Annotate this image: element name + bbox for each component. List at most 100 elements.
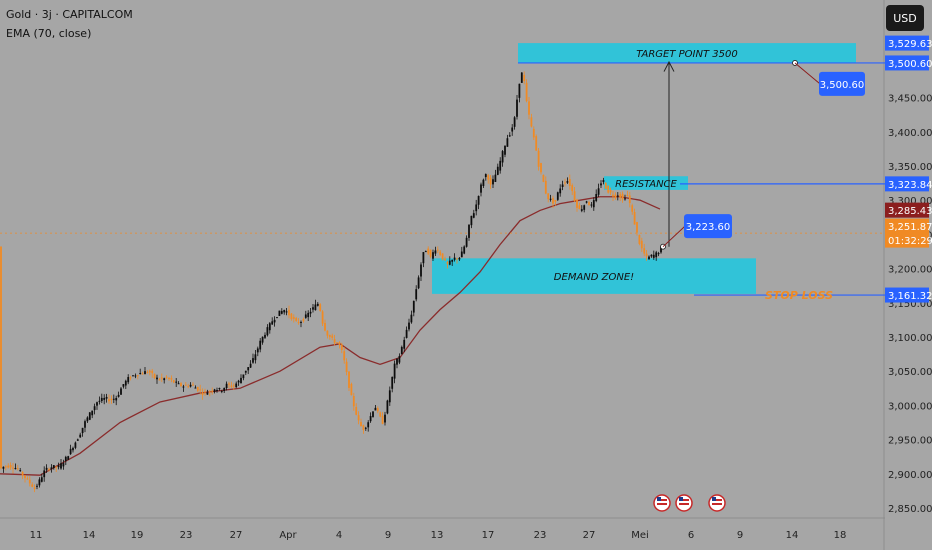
candle-body xyxy=(100,397,103,402)
stop-loss-label: STOP LOSS xyxy=(765,289,833,302)
us-event-flag-icon[interactable] xyxy=(653,494,671,512)
candle xyxy=(153,373,156,380)
candle-body xyxy=(571,185,574,192)
candle-body xyxy=(69,448,72,455)
candle-body xyxy=(429,249,432,257)
candle-body xyxy=(374,407,377,411)
indicator-label[interactable]: EMA (70, close) xyxy=(6,27,92,40)
candle xyxy=(160,373,163,383)
candle-body xyxy=(600,183,602,186)
candle-body xyxy=(621,193,624,200)
candle-body xyxy=(393,363,396,379)
candle-body xyxy=(652,254,655,258)
candle xyxy=(657,251,660,257)
candle-body xyxy=(122,384,125,387)
candle xyxy=(312,303,314,313)
candle-body xyxy=(532,128,535,138)
candle xyxy=(628,191,631,208)
candle-body xyxy=(657,253,660,255)
candle-body xyxy=(446,262,449,264)
candle xyxy=(645,250,648,261)
candle xyxy=(266,324,269,337)
candle-body xyxy=(276,317,278,319)
candle xyxy=(508,132,511,137)
candle xyxy=(228,381,230,389)
candle xyxy=(276,317,278,319)
candle xyxy=(638,234,641,246)
candle-body xyxy=(410,314,413,323)
candle-body xyxy=(2,466,5,469)
candle xyxy=(120,386,122,395)
candle-body xyxy=(326,330,329,336)
price-tick-label: 3,400.00 xyxy=(888,128,932,139)
time-tick-label: 9 xyxy=(737,530,743,541)
symbol-title[interactable]: Gold · 3j · CAPITALCOM xyxy=(6,8,133,21)
candle xyxy=(352,392,355,411)
currency-button[interactable]: USD xyxy=(886,5,924,31)
time-tick-label: 6 xyxy=(688,530,694,541)
candle xyxy=(60,458,62,470)
candle xyxy=(81,427,84,437)
candle-body xyxy=(350,383,353,396)
candle-body xyxy=(304,314,307,318)
candle-body xyxy=(492,179,494,185)
candle xyxy=(525,79,528,103)
candle-body xyxy=(237,380,240,383)
candle xyxy=(612,190,614,201)
candle xyxy=(504,145,506,158)
candle-body xyxy=(597,188,600,195)
candle xyxy=(244,370,247,376)
candle xyxy=(218,387,221,391)
axis-price-tag: 01:32:29 xyxy=(885,232,932,248)
candle xyxy=(24,474,26,483)
candle-body xyxy=(372,411,374,417)
candle-body xyxy=(307,312,310,318)
candle-body xyxy=(228,383,230,385)
candle-body xyxy=(568,179,571,187)
candle xyxy=(648,255,650,260)
candle xyxy=(268,322,271,334)
candle xyxy=(384,411,386,426)
events-layer[interactable] xyxy=(653,494,726,512)
candle xyxy=(470,215,473,229)
candle xyxy=(633,208,636,225)
us-event-flag-icon[interactable] xyxy=(708,494,726,512)
axis-price-tag: 3,500.60 xyxy=(885,55,932,71)
candle-body xyxy=(379,412,382,417)
candle xyxy=(321,310,324,326)
candle xyxy=(129,375,132,381)
candle-body xyxy=(172,380,175,383)
candle-body xyxy=(362,425,365,431)
candle-body xyxy=(604,182,607,189)
candle-body xyxy=(319,304,322,311)
candle xyxy=(76,438,79,441)
candle-body xyxy=(633,211,636,225)
candle-body xyxy=(566,181,569,183)
candle xyxy=(7,463,10,469)
candle xyxy=(417,275,420,290)
candle-body xyxy=(259,340,262,350)
candle xyxy=(187,383,190,389)
candle-body xyxy=(24,475,26,479)
candle-body xyxy=(472,213,475,218)
time-axis[interactable]: 11 14 19 23 27 Apr 4 9 13 17 23 27 Mei 6 9 14 18 xyxy=(30,530,847,541)
candle-body xyxy=(484,174,487,178)
candle-body xyxy=(432,252,434,259)
candle-body xyxy=(156,377,158,380)
candle xyxy=(33,484,36,493)
candle xyxy=(273,316,276,327)
price-axis[interactable]: 2,850.00 2,900.00 2,950.00 3,000.00 3,050.00… xyxy=(885,35,932,515)
candle-body xyxy=(52,465,55,468)
us-event-flag-icon[interactable] xyxy=(675,494,693,512)
candle xyxy=(336,342,338,344)
candle-body xyxy=(208,391,211,393)
time-tick-label: 14 xyxy=(786,530,799,541)
candle-body xyxy=(254,354,257,361)
time-tick-label: 4 xyxy=(336,530,342,541)
candle xyxy=(477,195,480,210)
time-tick-label: 13 xyxy=(431,530,444,541)
candle-body xyxy=(655,252,658,258)
candle xyxy=(151,368,154,378)
candle xyxy=(472,209,475,219)
